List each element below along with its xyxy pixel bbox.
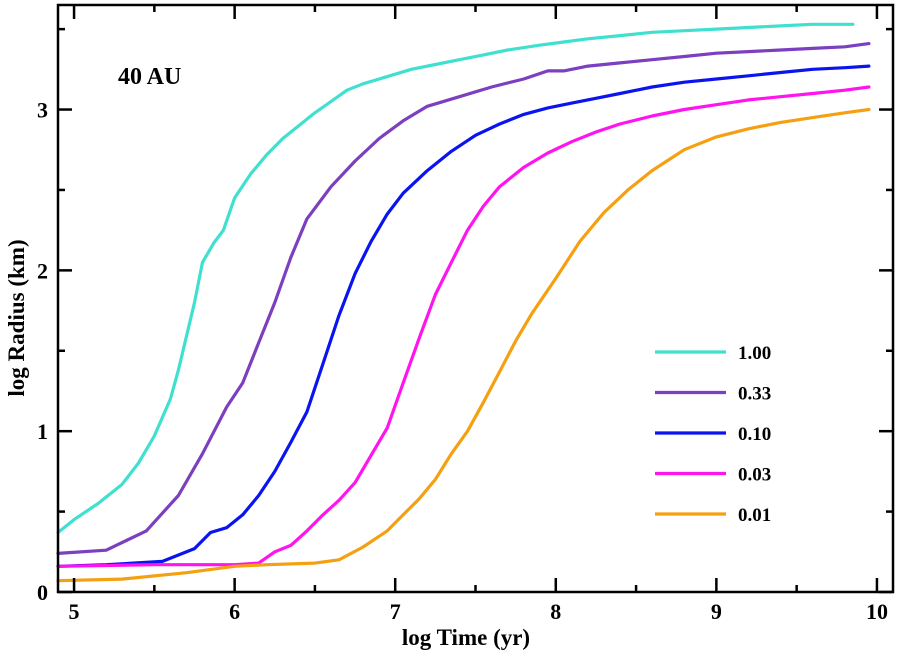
legend-label-1-00: 1.00 <box>738 343 771 364</box>
legend: 1.00 0.33 0.10 0.03 0.01 <box>655 343 771 526</box>
y-tick-label: 2 <box>37 258 48 283</box>
series-line-0-10 <box>56 64 871 568</box>
y-tick-label: 3 <box>37 98 48 123</box>
legend-label-0-33: 0.33 <box>738 384 771 405</box>
series-line-0-33 <box>56 42 871 555</box>
x-tick-label: 9 <box>711 599 722 624</box>
y-tick-label: 0 <box>37 580 48 605</box>
legend-label-0-03: 0.03 <box>738 465 771 486</box>
x-axis-title: log Time (yr) <box>402 625 530 650</box>
axes: 5 6 7 8 9 10 0 1 2 3 <box>37 3 895 624</box>
plot-lines <box>56 22 871 583</box>
x-tick-label: 10 <box>866 599 888 624</box>
x-tick-label: 8 <box>550 599 561 624</box>
x-tick-label: 7 <box>390 599 401 624</box>
legend-label-0-01: 0.01 <box>738 505 771 526</box>
series-line-0-01 <box>56 107 871 583</box>
panel-annotation: 40 AU <box>118 64 181 90</box>
y-tick-label: 1 <box>37 419 48 444</box>
x-tick-label: 6 <box>229 599 240 624</box>
series-line-1-00 <box>56 22 855 535</box>
x-tick-label: 5 <box>69 599 80 624</box>
series-line-0-03 <box>56 85 871 568</box>
y-axis-title: log Radius (km) <box>4 239 29 396</box>
legend-label-0-10: 0.10 <box>738 424 771 445</box>
